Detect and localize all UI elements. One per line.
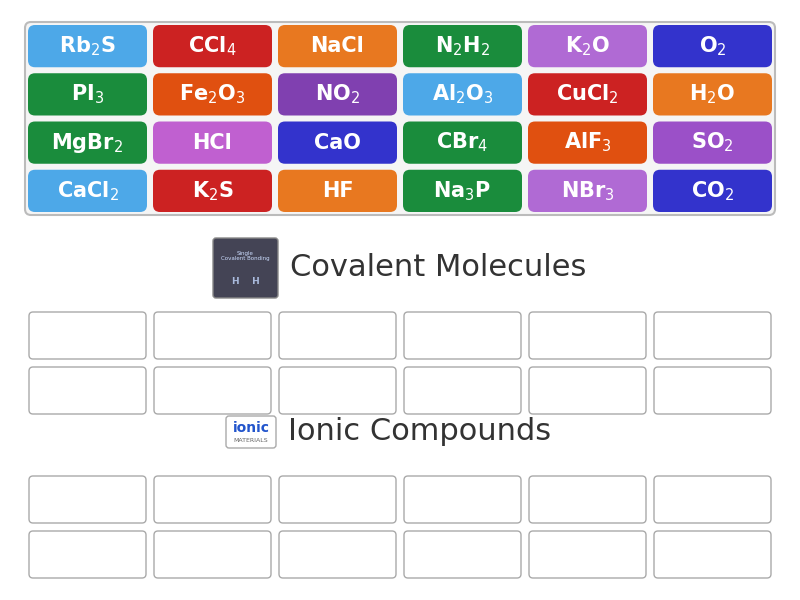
FancyBboxPatch shape	[529, 476, 646, 523]
FancyBboxPatch shape	[226, 416, 276, 448]
FancyBboxPatch shape	[403, 121, 522, 164]
FancyBboxPatch shape	[528, 121, 647, 164]
FancyBboxPatch shape	[279, 476, 396, 523]
Text: MATERIALS: MATERIALS	[234, 437, 268, 443]
FancyBboxPatch shape	[653, 121, 772, 164]
FancyBboxPatch shape	[154, 312, 271, 359]
Text: NaCl: NaCl	[310, 36, 364, 56]
FancyBboxPatch shape	[25, 22, 775, 215]
Text: K$_{2}$S: K$_{2}$S	[192, 179, 234, 203]
Text: HCl: HCl	[193, 133, 232, 152]
FancyBboxPatch shape	[278, 121, 397, 164]
FancyBboxPatch shape	[404, 367, 521, 414]
Text: H$_{2}$O: H$_{2}$O	[690, 83, 736, 106]
Text: Ionic Compounds: Ionic Compounds	[288, 418, 551, 446]
Text: CaCl$_{2}$: CaCl$_{2}$	[57, 179, 118, 203]
FancyBboxPatch shape	[279, 531, 396, 578]
Text: SO$_{2}$: SO$_{2}$	[691, 131, 734, 154]
Text: MgBr$_{2}$: MgBr$_{2}$	[51, 131, 123, 155]
FancyBboxPatch shape	[153, 25, 272, 67]
FancyBboxPatch shape	[403, 25, 522, 67]
FancyBboxPatch shape	[28, 121, 147, 164]
Text: NO$_{2}$: NO$_{2}$	[315, 83, 360, 106]
FancyBboxPatch shape	[279, 367, 396, 414]
Text: Covalent Molecules: Covalent Molecules	[290, 253, 586, 283]
Text: Fe$_{2}$O$_{3}$: Fe$_{2}$O$_{3}$	[179, 83, 246, 106]
Text: Single
Covalent Bonding: Single Covalent Bonding	[221, 251, 270, 262]
FancyBboxPatch shape	[529, 531, 646, 578]
Text: CuCl$_{2}$: CuCl$_{2}$	[556, 83, 619, 106]
Text: K$_{2}$O: K$_{2}$O	[565, 34, 610, 58]
Text: NBr$_{3}$: NBr$_{3}$	[561, 179, 614, 203]
FancyBboxPatch shape	[29, 367, 146, 414]
FancyBboxPatch shape	[528, 170, 647, 212]
FancyBboxPatch shape	[653, 25, 772, 67]
FancyBboxPatch shape	[654, 367, 771, 414]
FancyBboxPatch shape	[154, 531, 271, 578]
Text: AlF$_{3}$: AlF$_{3}$	[564, 131, 611, 154]
FancyBboxPatch shape	[29, 476, 146, 523]
FancyBboxPatch shape	[403, 170, 522, 212]
FancyBboxPatch shape	[653, 170, 772, 212]
FancyBboxPatch shape	[154, 367, 271, 414]
FancyBboxPatch shape	[153, 73, 272, 115]
FancyBboxPatch shape	[28, 170, 147, 212]
FancyBboxPatch shape	[529, 367, 646, 414]
Text: H    H: H H	[232, 277, 259, 286]
FancyBboxPatch shape	[279, 312, 396, 359]
FancyBboxPatch shape	[28, 25, 147, 67]
Text: Rb$_{2}$S: Rb$_{2}$S	[59, 34, 116, 58]
Text: HF: HF	[322, 181, 354, 201]
FancyBboxPatch shape	[213, 238, 278, 298]
FancyBboxPatch shape	[528, 25, 647, 67]
Text: CCl$_{4}$: CCl$_{4}$	[188, 34, 237, 58]
Text: PI$_{3}$: PI$_{3}$	[71, 83, 104, 106]
Text: CaO: CaO	[314, 133, 361, 152]
FancyBboxPatch shape	[154, 476, 271, 523]
FancyBboxPatch shape	[403, 73, 522, 115]
FancyBboxPatch shape	[404, 476, 521, 523]
FancyBboxPatch shape	[278, 73, 397, 115]
Text: N$_{2}$H$_{2}$: N$_{2}$H$_{2}$	[435, 34, 490, 58]
FancyBboxPatch shape	[529, 312, 646, 359]
FancyBboxPatch shape	[278, 25, 397, 67]
Text: Al$_{2}$O$_{3}$: Al$_{2}$O$_{3}$	[432, 83, 493, 106]
FancyBboxPatch shape	[654, 531, 771, 578]
Text: CBr$_{4}$: CBr$_{4}$	[437, 131, 489, 154]
FancyBboxPatch shape	[153, 121, 272, 164]
FancyBboxPatch shape	[653, 73, 772, 115]
FancyBboxPatch shape	[29, 531, 146, 578]
Text: ionic: ionic	[233, 421, 270, 435]
FancyBboxPatch shape	[528, 73, 647, 115]
Text: Na$_{3}$P: Na$_{3}$P	[434, 179, 491, 203]
FancyBboxPatch shape	[404, 312, 521, 359]
FancyBboxPatch shape	[153, 170, 272, 212]
FancyBboxPatch shape	[29, 312, 146, 359]
FancyBboxPatch shape	[278, 170, 397, 212]
Text: CO$_{2}$: CO$_{2}$	[691, 179, 734, 203]
FancyBboxPatch shape	[404, 531, 521, 578]
FancyBboxPatch shape	[28, 73, 147, 115]
FancyBboxPatch shape	[654, 476, 771, 523]
FancyBboxPatch shape	[654, 312, 771, 359]
Text: O$_{2}$: O$_{2}$	[698, 34, 726, 58]
